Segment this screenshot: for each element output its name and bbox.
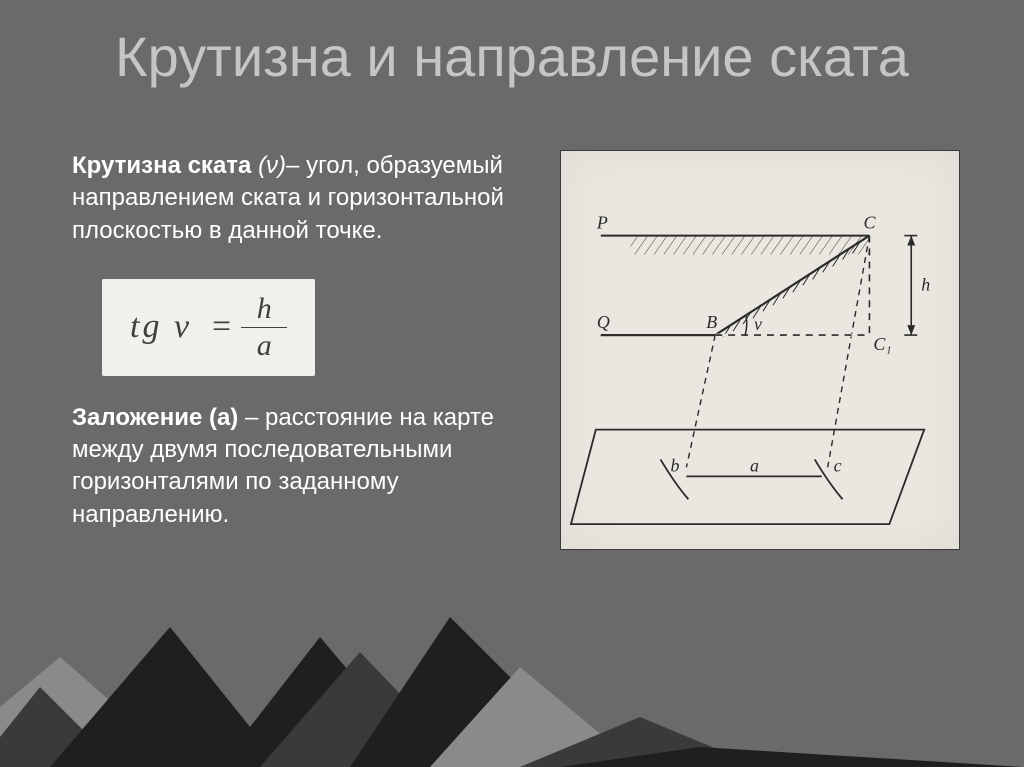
formula-lhs: tg ν: [130, 304, 202, 350]
term-layout: Заложение (а): [72, 404, 238, 431]
text-column: Крутизна ската (ν)– угол, образуемый нап…: [0, 150, 520, 531]
formula-fraction: h a: [241, 293, 287, 362]
formula-numerator: h: [257, 293, 272, 325]
label-C1: C₁: [873, 334, 891, 354]
formula-eq: =: [202, 304, 241, 350]
label-b: b: [670, 455, 679, 475]
slide: Крутизна и направление ската Крутизна ск…: [0, 0, 1024, 767]
label-P: P: [596, 213, 608, 233]
label-c: c: [834, 455, 842, 475]
formula: tg ν = h a: [102, 279, 315, 376]
mountain-decoration: [0, 597, 1024, 767]
formula-denominator: a: [257, 330, 272, 362]
content-area: Крутизна ската (ν)– угол, образуемый нап…: [0, 150, 1024, 531]
symbol-nu: (ν): [258, 152, 286, 179]
slide-title: Крутизна и направление ската: [0, 0, 1024, 89]
definition-steepness: Крутизна ската (ν)– угол, образуемый нап…: [72, 150, 510, 247]
diagram-figure: b c a: [560, 150, 960, 550]
label-Q: Q: [597, 312, 610, 332]
label-B: B: [706, 312, 717, 332]
definition-layout: Заложение (а) – расстояние на карте межд…: [72, 402, 510, 532]
diagram-svg: b c a: [561, 151, 959, 549]
label-a: a: [750, 455, 759, 475]
label-C: C: [863, 213, 876, 233]
label-h: h: [921, 274, 930, 294]
term-steepness: Крутизна ската: [72, 152, 251, 179]
fraction-bar: [241, 327, 287, 329]
label-nu: ν: [754, 314, 762, 334]
